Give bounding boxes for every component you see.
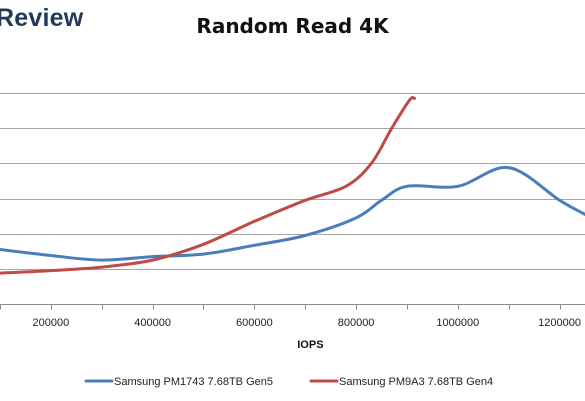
- series-line-1: [0, 166, 585, 262]
- gridlines: [0, 93, 585, 270]
- x-tick-labels: 200000 400000 600000 800000 1000000 1200000: [33, 317, 581, 329]
- chart-title: Random Read 4K: [0, 14, 585, 38]
- x-axis-title: IOPS: [297, 339, 323, 351]
- x-tick-label: 200000: [33, 317, 70, 329]
- chart-title-text: Random Read 4K: [196, 14, 389, 38]
- legend-item-1[interactable]: Samsung PM1743 7.68TB Gen5: [84, 376, 273, 388]
- x-tick-label: 800000: [338, 317, 375, 329]
- legend-label: Samsung PM1743 7.68TB Gen5: [114, 376, 273, 388]
- series-lines: [0, 96, 585, 275]
- x-axis: [0, 304, 585, 310]
- x-tick-label: 1200000: [538, 317, 581, 329]
- x-tick-label: 400000: [134, 317, 171, 329]
- series-line-2: [0, 96, 417, 275]
- legend-label: Samsung PM9A3 7.68TB Gen4: [339, 376, 493, 388]
- legend[interactable]: Samsung PM1743 7.68TB Gen5 Samsung PM9A3 …: [84, 376, 493, 388]
- legend-item-2[interactable]: Samsung PM9A3 7.68TB Gen4: [309, 376, 493, 388]
- x-tick-label: 1000000: [436, 317, 479, 329]
- brand-logo-text: Review: [0, 4, 84, 32]
- x-tick-label: 600000: [236, 317, 273, 329]
